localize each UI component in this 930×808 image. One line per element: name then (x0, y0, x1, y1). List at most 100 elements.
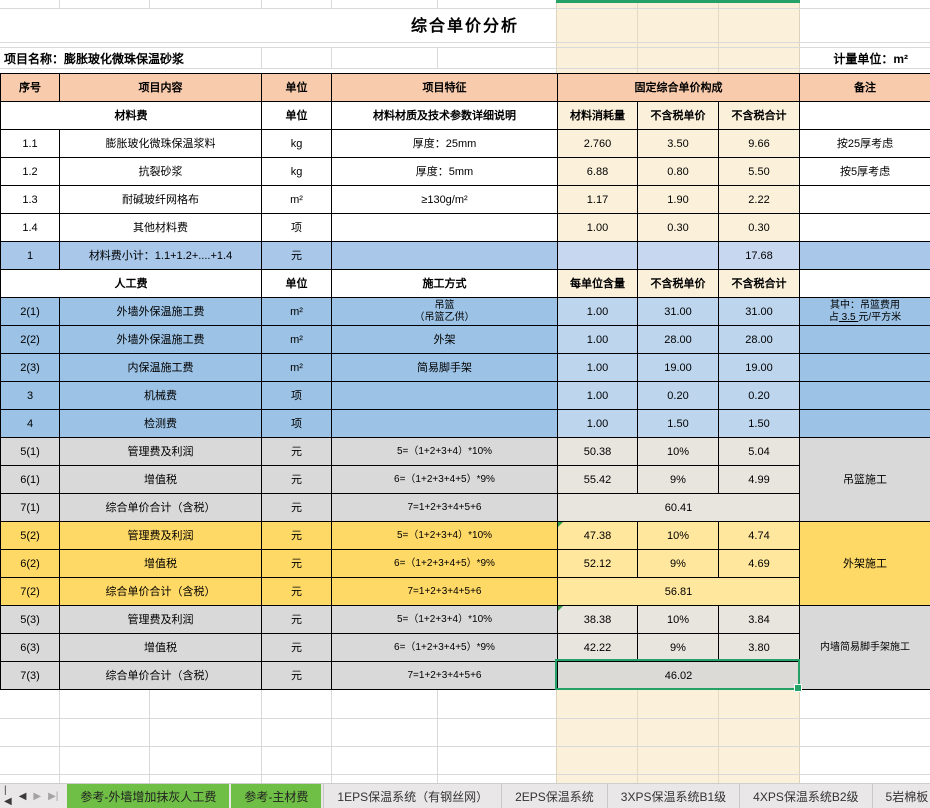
table-cell[interactable]: m² (261, 185, 332, 214)
table-cell[interactable]: 7(3) (0, 661, 60, 690)
table-cell[interactable] (637, 241, 719, 270)
table-cell[interactable]: m² (261, 297, 332, 326)
table-cell[interactable]: 项 (261, 213, 332, 242)
table-cell[interactable] (557, 241, 638, 270)
table-cell[interactable]: 1.00 (557, 409, 638, 438)
table-cell[interactable]: 6(1) (0, 465, 60, 494)
sheet-tab[interactable]: 3XPS保温系统B1级 (608, 784, 741, 808)
next-sheet-button[interactable]: ▶ (33, 790, 42, 802)
table-cell[interactable]: m² (261, 325, 332, 354)
table-cell[interactable]: 厚度：25mm (331, 129, 558, 158)
table-cell[interactable]: 0.20 (717, 381, 801, 410)
table-cell[interactable]: 7(2) (0, 577, 60, 606)
header-col-no[interactable]: 序号 (0, 73, 60, 102)
table-cell[interactable]: 单位 (261, 269, 332, 298)
table-cell[interactable]: 2(3) (0, 353, 60, 382)
table-cell[interactable]: 每单位含量 (557, 269, 638, 298)
table-cell[interactable]: 不含税单价 (637, 101, 719, 130)
table-cell[interactable]: 6=（1+2+3+4+5）*9% (331, 633, 558, 662)
sheet-tab-active[interactable]: 参考-外墙增加抹灰人工费 (67, 784, 230, 808)
table-cell[interactable]: 6=（1+2+3+4+5）*9% (331, 549, 558, 578)
table-cell[interactable]: 1.1 (0, 129, 60, 158)
table-cell[interactable]: 单位 (261, 101, 332, 130)
table-cell[interactable]: 1.00 (557, 381, 638, 410)
table-cell[interactable]: 增值税 (59, 549, 262, 578)
section-label-material[interactable]: 材料费 (0, 101, 262, 130)
table-cell[interactable]: 按25厚考虑 (799, 129, 930, 158)
table-cell[interactable] (799, 409, 930, 438)
table-cell[interactable]: 4.99 (717, 465, 801, 494)
table-cell[interactable]: 5=（1+2+3+4）*10% (331, 521, 558, 550)
table-cell[interactable]: 7=1+2+3+4+5+6 (331, 661, 558, 690)
table-cell[interactable]: 0.30 (637, 213, 719, 242)
table-cell[interactable]: 0.30 (717, 213, 801, 242)
table-cell[interactable]: 管理费及利润 (59, 605, 262, 634)
table-cell[interactable]: 3.80 (717, 633, 801, 662)
sheet-tab[interactable]: 2EPS保温系统 (502, 784, 608, 808)
table-cell[interactable]: 1.4 (0, 213, 60, 242)
table-cell[interactable]: 28.00 (637, 325, 719, 354)
table-cell[interactable]: 机械费 (59, 381, 262, 410)
table-cell[interactable]: 管理费及利润 (59, 521, 262, 550)
table-cell[interactable]: 2(1) (0, 297, 60, 326)
table-cell[interactable]: 综合单价合计（含税） (59, 661, 262, 690)
last-sheet-button[interactable]: ▶| (48, 790, 59, 802)
table-cell[interactable]: 9% (637, 633, 719, 662)
prev-sheet-button[interactable]: ◀ (18, 790, 27, 802)
table-cell[interactable]: 5.50 (717, 157, 801, 186)
table-cell[interactable] (799, 185, 930, 214)
table-cell[interactable]: kg (261, 157, 332, 186)
table-cell[interactable]: 元 (261, 493, 332, 522)
table-cell[interactable]: 0.80 (637, 157, 719, 186)
table-cell[interactable]: kg (261, 129, 332, 158)
table-cell[interactable]: 管理费及利润 (59, 437, 262, 466)
header-col-remark[interactable]: 备注 (799, 73, 930, 102)
table-cell[interactable] (799, 241, 930, 270)
table-cell[interactable]: 5=（1+2+3+4）*10% (331, 437, 558, 466)
table-cell[interactable]: 厚度：5mm (331, 157, 558, 186)
table-cell[interactable]: 6(2) (0, 549, 60, 578)
table-cell[interactable]: 4.69 (717, 549, 801, 578)
header-col-content[interactable]: 项目内容 (59, 73, 262, 102)
project-name-cell[interactable]: 项目名称：膨胀玻化微珠保温砂浆 (4, 52, 185, 66)
table-cell[interactable]: 19.00 (637, 353, 719, 382)
table-cell[interactable]: 9% (637, 465, 719, 494)
remark-cell[interactable]: 其中：吊篮费用 占 3.5 元/平方米 (799, 297, 930, 326)
remark-cell[interactable]: 内墙简易脚手架施工 (799, 605, 930, 690)
table-cell[interactable]: 1.2 (0, 157, 60, 186)
table-cell[interactable]: 不含税合计 (717, 101, 801, 130)
table-cell[interactable]: 施工方式 (331, 269, 558, 298)
table-cell[interactable] (799, 213, 930, 242)
table-cell[interactable]: 1.17 (557, 185, 638, 214)
table-cell[interactable]: 5(2) (0, 521, 60, 550)
first-sheet-button[interactable]: |◀ (4, 785, 12, 807)
table-cell[interactable]: 增值税 (59, 633, 262, 662)
table-cell[interactable]: 31.00 (717, 297, 801, 326)
table-cell[interactable]: 10% (637, 521, 719, 550)
table-cell[interactable]: 元 (261, 549, 332, 578)
table-cell[interactable]: 不含税单价 (637, 269, 719, 298)
table-cell[interactable]: 1.90 (637, 185, 719, 214)
table-cell[interactable]: 10% (637, 437, 719, 466)
table-cell[interactable]: 4.74 (717, 521, 801, 550)
table-cell[interactable]: 内保温施工费 (59, 353, 262, 382)
table-cell[interactable]: 元 (261, 577, 332, 606)
active-cell-total[interactable]: 46.02 (556, 661, 801, 690)
band-total-cell[interactable]: 60.41 (556, 493, 801, 522)
table-cell[interactable]: 7=1+2+3+4+5+6 (331, 493, 558, 522)
table-cell[interactable]: 5(1) (0, 437, 60, 466)
table-cell[interactable]: 吊篮 （吊篮乙供） (331, 297, 558, 326)
table-cell[interactable]: 项 (261, 409, 332, 438)
header-col-feature[interactable]: 项目特征 (331, 73, 558, 102)
table-cell[interactable]: 42.22 (557, 633, 638, 662)
table-cell[interactable]: 3.50 (637, 129, 719, 158)
table-cell[interactable]: 抗裂砂浆 (59, 157, 262, 186)
table-cell[interactable] (799, 353, 930, 382)
table-cell[interactable]: 其他材料费 (59, 213, 262, 242)
table-cell[interactable]: 17.68 (717, 241, 801, 270)
table-cell[interactable]: 10% (637, 605, 719, 634)
table-cell[interactable]: 1.50 (637, 409, 719, 438)
table-cell[interactable]: 7=1+2+3+4+5+6 (331, 577, 558, 606)
table-cell[interactable]: 6=（1+2+3+4+5）*9% (331, 465, 558, 494)
table-cell[interactable]: 元 (261, 633, 332, 662)
